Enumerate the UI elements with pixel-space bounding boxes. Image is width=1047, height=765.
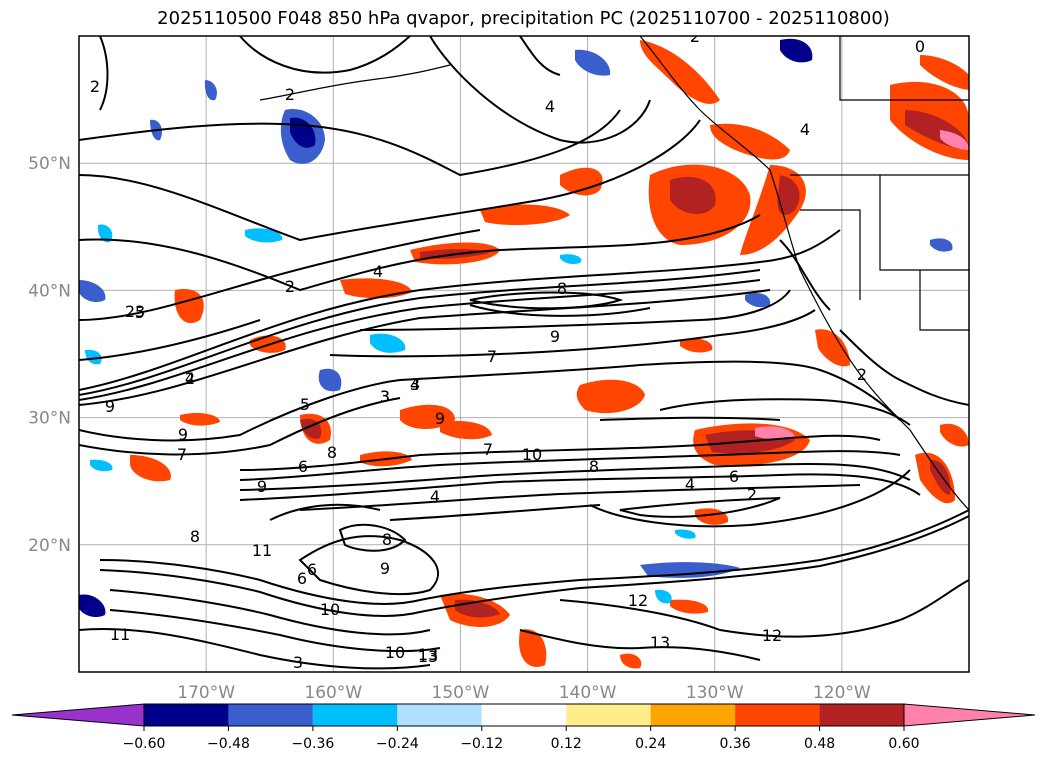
- colorbar-extend-high: [903, 703, 1036, 727]
- colorbar-tick-label: 0.24: [635, 736, 666, 752]
- contour-label: 6: [307, 560, 317, 579]
- contour-label: 10: [385, 643, 405, 662]
- colorbar-segment: [228, 704, 313, 726]
- colorbar-tick-label: −0.12: [460, 736, 503, 752]
- contour-label: 13: [418, 647, 438, 666]
- contour-label: 13: [418, 645, 438, 664]
- contour-label: 3: [293, 653, 303, 672]
- contour-label: 7: [487, 347, 497, 366]
- y-tick-label: 30°N: [28, 409, 71, 429]
- contour-label: 8: [589, 457, 599, 476]
- colorbar-tick-label: 0.48: [804, 736, 835, 752]
- colorbar-segment: [312, 704, 398, 726]
- colorbar-frame: [143, 703, 905, 727]
- x-tick-label: 160°W: [304, 683, 362, 703]
- contour-label: 12: [762, 626, 782, 645]
- contour-label: 2: [90, 77, 100, 96]
- contour-label: 8: [190, 527, 200, 546]
- plot-frame: [78, 35, 970, 673]
- contour-label: 5: [300, 395, 310, 414]
- contour-label: 8: [382, 530, 392, 549]
- contour-label: 2: [857, 365, 867, 384]
- x-tick-label: 170°W: [177, 683, 235, 703]
- colorbar-segment: [735, 704, 820, 726]
- y-axis-tick-labels: 50°N 40°N 30°N 20°N: [28, 154, 71, 556]
- contour-label: 4: [800, 120, 810, 139]
- contour-label: 6: [298, 457, 308, 476]
- contour-label: 12: [628, 591, 648, 610]
- contour-label: 0: [915, 37, 925, 56]
- colorbar-segment: [819, 704, 904, 726]
- contour-label: 13: [650, 633, 670, 652]
- contour-label: 9: [380, 559, 390, 578]
- contour-label: 3: [380, 387, 390, 406]
- y-tick-label: 40°N: [28, 281, 71, 301]
- contour-label: 9: [435, 409, 445, 428]
- contour-label: 2: [690, 27, 700, 46]
- colorbar: −0.60 −0.48 −0.36 −0.24 −0.12 0.12 0.24 0.36 0.4…: [11, 703, 1036, 752]
- contour-label: 4: [685, 475, 695, 494]
- contour-label: 5: [135, 303, 145, 322]
- contour-label: 23: [125, 302, 145, 321]
- y-tick-label: 20°N: [28, 536, 71, 556]
- contour-label: 9: [257, 477, 267, 496]
- contour-label: 4: [373, 262, 383, 281]
- contour-label: 7: [483, 440, 493, 459]
- contour-label: 4: [545, 97, 555, 116]
- colorbar-tick-label: 0.60: [888, 736, 919, 752]
- contour-label: 6: [729, 467, 739, 486]
- colorbar-segment: [144, 704, 229, 726]
- contour-label: 10: [320, 600, 340, 619]
- colorbar-extend-low: [11, 703, 145, 727]
- x-tick-label: 120°W: [813, 683, 871, 703]
- x-axis-tick-labels: 170°W 160°W 150°W 140°W 130°W 120°W: [177, 683, 871, 703]
- y-tick-label: 50°N: [28, 154, 71, 174]
- contour-label: 11: [252, 541, 272, 560]
- contour-label: 9: [105, 397, 115, 416]
- x-tick-label: 130°W: [686, 683, 744, 703]
- colorbar-tick-label: −0.48: [207, 736, 250, 752]
- contour-label: 3: [380, 387, 390, 406]
- chart-title: 2025110500 F048 850 hPa qvapor, precipit…: [157, 8, 890, 29]
- contour-label: 3: [410, 375, 420, 394]
- colorbar-tick-label: 0.36: [720, 736, 751, 752]
- contour-label: 9: [550, 327, 560, 346]
- precip-negative-areas: [79, 38, 953, 618]
- contour-label: 9: [178, 425, 188, 444]
- contour-label: 4: [430, 487, 440, 506]
- colorbar-segment: [481, 704, 567, 726]
- contour-label: 2: [747, 485, 757, 504]
- colorbar-tick-label: −0.60: [123, 736, 166, 752]
- contour-label: 4: [410, 375, 420, 394]
- contour-label: 7: [177, 445, 187, 464]
- colorbar-tick-label: −0.36: [291, 736, 334, 752]
- colorbar-tick-label: −0.24: [376, 736, 419, 752]
- colorbar-tick-label: 0.12: [551, 736, 582, 752]
- contour-label: 10: [522, 445, 542, 464]
- x-tick-label: 150°W: [432, 683, 490, 703]
- contour-label: 2: [285, 85, 295, 104]
- contour-label: 11: [110, 625, 130, 644]
- precip-positive-areas: [130, 40, 969, 669]
- coastlines: [259, 36, 969, 511]
- colorbar-segment: [566, 704, 651, 726]
- contour-label: 2: [285, 277, 295, 296]
- colorbar-segment: [650, 704, 736, 726]
- contour-label: 4: [185, 369, 195, 388]
- contour-label: 8: [327, 443, 337, 462]
- contour-label: 6: [297, 569, 307, 588]
- colorbar-segment: [397, 704, 482, 726]
- contour-label: 8: [557, 279, 567, 298]
- qvapor-contours: [79, 36, 969, 670]
- x-tick-label: 140°W: [559, 683, 617, 703]
- contour-label: 2: [185, 369, 195, 388]
